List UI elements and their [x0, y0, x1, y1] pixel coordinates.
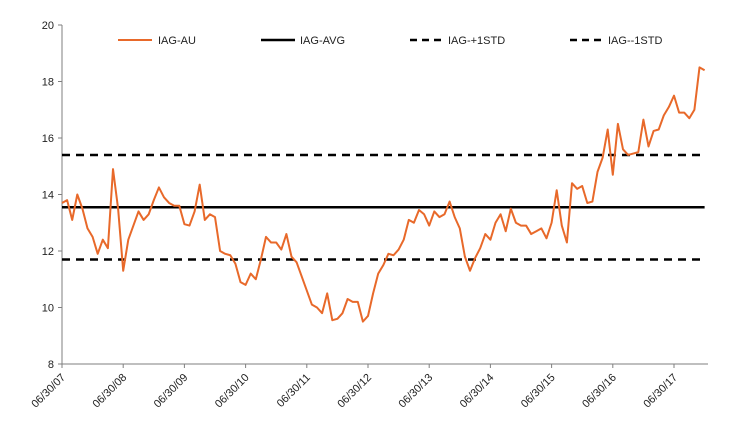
y-tick-label: 16	[42, 133, 54, 145]
series-line-iag-au	[61, 66, 706, 323]
x-tick-label: 06/30/07	[29, 372, 68, 411]
x-tick-label: 06/30/08	[91, 372, 130, 411]
x-tick-label: 06/30/16	[580, 372, 619, 411]
x-tick-label: 06/30/17	[641, 372, 680, 411]
x-tick-label: 06/30/09	[152, 372, 191, 411]
legend-label-iag-plus-1std: IAG-+1STD	[448, 35, 505, 47]
legend-label-iag-minus-1std: IAG--1STD	[608, 35, 662, 47]
x-tick-label: 06/30/10	[213, 372, 252, 411]
y-tick-label: 18	[42, 77, 54, 89]
legend-label-iag-avg: IAG-AVG	[300, 35, 345, 47]
series	[61, 66, 706, 323]
x-tick-label: 06/30/13	[397, 372, 436, 411]
y-tick-label: 10	[42, 303, 54, 315]
y-tick-label: 20	[42, 20, 54, 32]
x-tick-label: 06/30/12	[335, 372, 374, 411]
x-tick-label: 06/30/11	[275, 372, 313, 410]
y-tick-label: 14	[42, 190, 54, 202]
y-tick-label: 12	[42, 246, 54, 258]
x-tick-label: 06/30/15	[519, 372, 558, 411]
axes: 8 10 12 14 16 18 20 06/30/07 06/30/08 06/30/09 06/…	[29, 20, 708, 410]
x-tick-label: 06/30/14	[458, 372, 497, 411]
y-tick-label: 8	[48, 359, 54, 371]
legend: IAG-AU IAG-AVG IAG-+1STD IAG--1STD	[118, 35, 662, 47]
legend-label-iag-au: IAG-AU	[158, 35, 196, 47]
